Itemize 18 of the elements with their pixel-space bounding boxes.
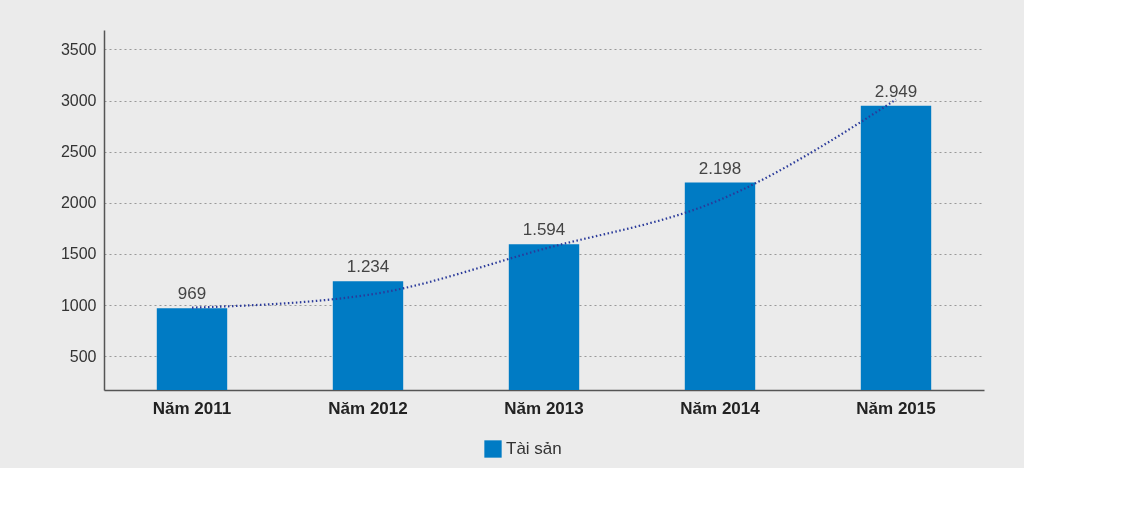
- y-tick-label: 3000: [60, 92, 97, 110]
- y-tick-label: 1000: [60, 296, 97, 314]
- data-label: 2.198: [698, 158, 742, 178]
- legend-label: Tài sản: [506, 439, 562, 458]
- data-label: 969: [177, 284, 207, 304]
- y-tick-label: 500: [69, 347, 97, 365]
- data-label: 1.234: [346, 257, 390, 277]
- y-tick-label: 2500: [60, 143, 97, 161]
- y-tick-label: 1500: [60, 245, 97, 263]
- x-tick-label: Năm 2014: [680, 398, 761, 418]
- x-tick-label: Năm 2013: [504, 398, 584, 418]
- y-tick-label: 2000: [60, 194, 97, 212]
- data-label: 1.594: [522, 220, 566, 240]
- x-tick-label: Năm 2012: [328, 398, 408, 418]
- x-tick-label: Năm 2015: [856, 398, 936, 418]
- x-tick-label: Năm 2011: [152, 398, 232, 418]
- data-label: 2.949: [874, 81, 918, 101]
- y-tick-label: 3500: [60, 40, 97, 58]
